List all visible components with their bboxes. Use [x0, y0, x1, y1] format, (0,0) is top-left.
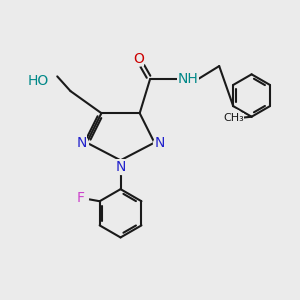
Text: N: N — [154, 136, 165, 150]
Text: HO: HO — [27, 74, 48, 88]
Text: N: N — [76, 136, 87, 150]
Text: N: N — [154, 136, 165, 150]
Text: N: N — [116, 160, 126, 174]
Text: CH₃: CH₃ — [223, 113, 244, 123]
Text: NH: NH — [178, 72, 199, 86]
Text: O: O — [133, 52, 144, 66]
Text: N: N — [116, 160, 126, 174]
Text: N: N — [76, 136, 87, 150]
Text: F: F — [76, 191, 85, 205]
